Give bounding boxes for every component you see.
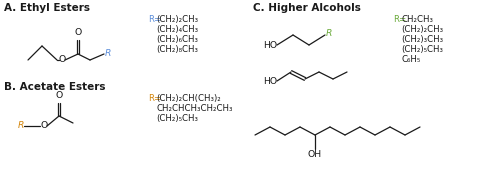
Text: (CH₂)₈CH₃: (CH₂)₈CH₃ (156, 45, 198, 54)
Text: HO: HO (263, 41, 277, 49)
Text: R: R (18, 122, 25, 130)
Text: OH: OH (308, 150, 322, 159)
Text: (CH₂)₃CH₃: (CH₂)₃CH₃ (401, 35, 443, 44)
Text: HO: HO (263, 77, 277, 85)
Text: O: O (58, 56, 66, 64)
Text: (CH₂)₂CH₃: (CH₂)₂CH₃ (156, 15, 198, 24)
Text: (CH₂)₅CH₃: (CH₂)₅CH₃ (401, 45, 443, 54)
Text: (CH₂)₄CH₃: (CH₂)₄CH₃ (156, 25, 198, 34)
Text: CH₂CHCH₃CH₂CH₃: CH₂CHCH₃CH₂CH₃ (156, 104, 233, 113)
Text: R: R (105, 48, 112, 57)
Text: C. Higher Alcohols: C. Higher Alcohols (253, 3, 361, 13)
Text: B. Acetate Esters: B. Acetate Esters (4, 82, 106, 92)
Text: R=: R= (148, 15, 161, 24)
Text: O: O (74, 28, 82, 37)
Text: R: R (326, 30, 332, 38)
Text: (CH₂)₅CH₃: (CH₂)₅CH₃ (156, 114, 198, 123)
Text: (CH₂)₂CH₃: (CH₂)₂CH₃ (401, 25, 443, 34)
Text: CH₂CH₃: CH₂CH₃ (401, 15, 433, 24)
Text: (CH₂)₂CH(CH₃)₂: (CH₂)₂CH(CH₃)₂ (156, 94, 221, 103)
Text: C₆H₅: C₆H₅ (401, 55, 420, 64)
Text: (CH₂)₆CH₃: (CH₂)₆CH₃ (156, 35, 198, 44)
Text: R=: R= (148, 94, 161, 103)
Text: O: O (40, 122, 48, 130)
Text: O: O (56, 91, 62, 100)
Text: R=: R= (393, 15, 406, 24)
Text: A. Ethyl Esters: A. Ethyl Esters (4, 3, 90, 13)
